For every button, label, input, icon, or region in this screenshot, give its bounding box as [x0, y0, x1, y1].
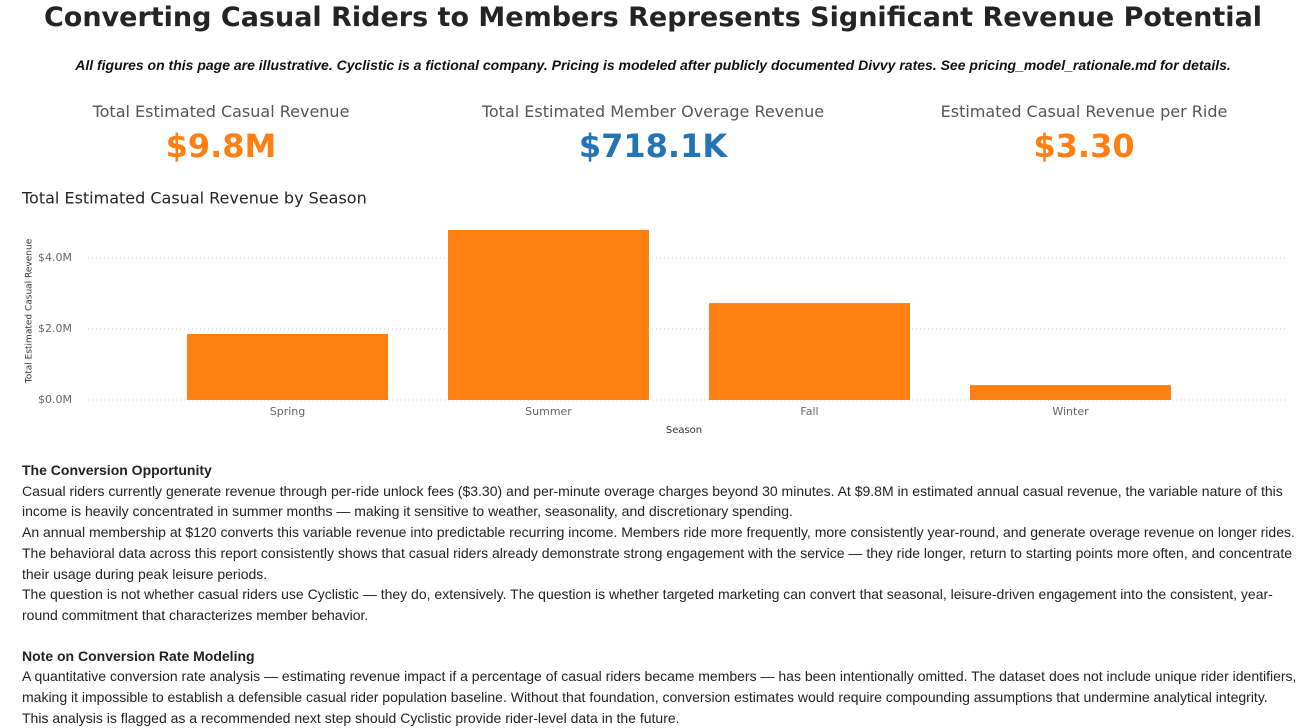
x-tick-label: Spring — [270, 405, 306, 418]
page-subtitle: All figures on this page are illustrativ… — [75, 57, 1231, 73]
kpi-label: Estimated Casual Revenue per Ride — [940, 102, 1228, 121]
y-axis-title: Total Estimated Casual Revenue — [25, 238, 35, 384]
bar — [970, 385, 1171, 400]
kpi-label: Total Estimated Member Overage Revenue — [481, 102, 825, 121]
chart: Total Estimated Casual Revenue by Season… — [21, 189, 1285, 436]
kpi-label: Total Estimated Casual Revenue — [92, 102, 350, 121]
y-tick-label: $4.0M — [38, 251, 72, 264]
commentary: The Conversion Opportunity Casual riders … — [22, 460, 1297, 728]
kpi-card: Total Estimated Casual Revenue $9.8M — [1, 102, 441, 165]
bar — [448, 229, 649, 400]
y-tick-label: $2.0M — [38, 322, 72, 335]
section-paragraph: An annual membership at $120 converts th… — [22, 524, 1295, 582]
x-tick-label: Winter — [1052, 405, 1089, 418]
bar — [187, 333, 388, 400]
x-axis-title: Season — [666, 425, 702, 436]
text-section: Note on Conversion Rate Modeling A quanti… — [22, 646, 1297, 728]
section-paragraph: Casual riders currently generate revenue… — [22, 482, 1283, 520]
section-paragraph: A quantitative conversion rate analysis … — [22, 668, 1297, 726]
x-tick-label: Summer — [525, 405, 572, 418]
y-tick-label: $0.0M — [38, 393, 72, 406]
kpi-value: $3.30 — [1033, 127, 1135, 165]
kpi-value: $9.8M — [165, 127, 277, 165]
x-tick-label: Fall — [800, 405, 818, 418]
bar — [709, 303, 910, 400]
chart-title: Total Estimated Casual Revenue by Season — [21, 189, 367, 208]
section-heading: Note on Conversion Rate Modeling — [22, 647, 255, 664]
kpi-card: Total Estimated Member Overage Revenue $… — [433, 102, 873, 165]
section-paragraph: The question is not whether casual rider… — [22, 586, 1273, 623]
kpi-card: Estimated Casual Revenue per Ride $3.30 — [864, 102, 1304, 165]
section-heading: The Conversion Opportunity — [22, 462, 212, 478]
text-section: The Conversion Opportunity Casual riders … — [22, 460, 1297, 626]
page-title: Converting Casual Riders to Members Repr… — [43, 2, 1263, 33]
kpi-value: $718.1K — [578, 127, 728, 165]
